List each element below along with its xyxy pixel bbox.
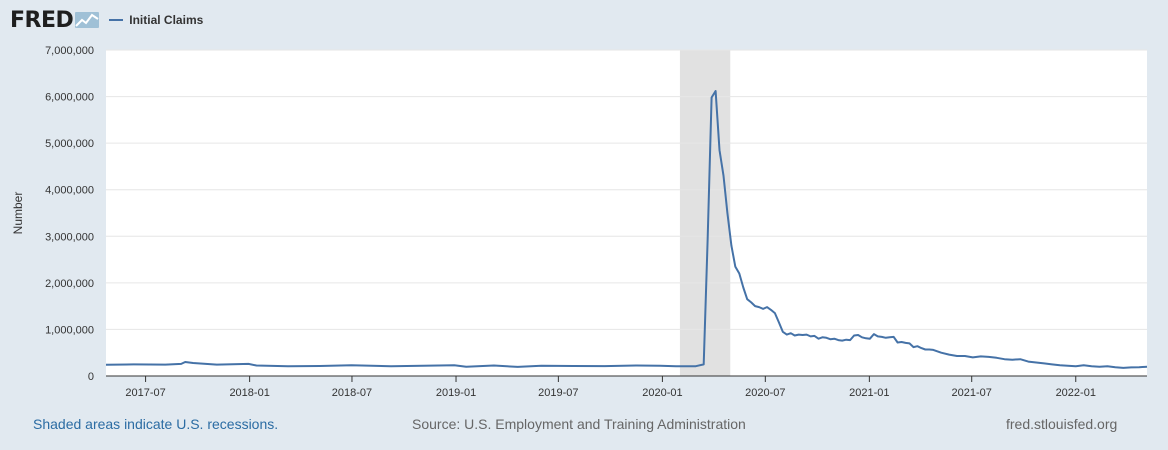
y-tick-label: 1,000,000 <box>45 324 94 336</box>
x-tick-label: 2018-07 <box>332 387 372 399</box>
fred-logo-text: FRED <box>10 7 74 33</box>
x-tick-label: 2017-07 <box>125 387 165 399</box>
x-tick-label: 2019-07 <box>538 387 578 399</box>
legend-swatch <box>109 19 124 21</box>
fred-graph-icon <box>75 12 100 28</box>
recession-note-link[interactable]: Shaded areas indicate U.S. recessions. <box>33 416 279 432</box>
x-tick-label: 2020-07 <box>745 387 785 399</box>
y-tick-label: 5,000,000 <box>45 138 94 150</box>
y-tick-label: 3,000,000 <box>45 231 94 243</box>
y-axis-label: Number <box>11 192 25 235</box>
x-tick-label: 2021-01 <box>849 387 889 399</box>
site-text: fred.stlouisfed.org <box>1006 416 1118 432</box>
series-line <box>105 90 1148 369</box>
y-tick-label: 4,000,000 <box>45 185 94 197</box>
chart-footer: Shaded areas indicate U.S. recessions. S… <box>0 416 1168 436</box>
source-text: Source: U.S. Employment and Training Adm… <box>412 416 746 432</box>
x-tick-label: 2021-07 <box>952 387 992 399</box>
y-tick-label: 7,000,000 <box>45 45 94 57</box>
x-tick-label: 2019-01 <box>436 387 476 399</box>
x-tick-label: 2018-01 <box>229 387 269 399</box>
y-tick-label: 6,000,000 <box>45 92 94 104</box>
x-tick-label: 2022-01 <box>1056 387 1096 399</box>
chart-header: FRED Initial Claims <box>10 6 203 34</box>
y-tick-label: 0 <box>88 371 94 383</box>
chart-legend: Initial Claims <box>109 13 203 27</box>
y-tick-label: 2,000,000 <box>45 278 94 290</box>
legend-series-label: Initial Claims <box>129 13 204 27</box>
fred-logo[interactable]: FRED <box>10 7 100 33</box>
x-tick-label: 2020-01 <box>642 387 682 399</box>
plot-area <box>106 50 1147 376</box>
line-chart: 0 1,000,000 2,000,000 3,000,000 4,000,000 5,0… <box>11 45 1148 399</box>
